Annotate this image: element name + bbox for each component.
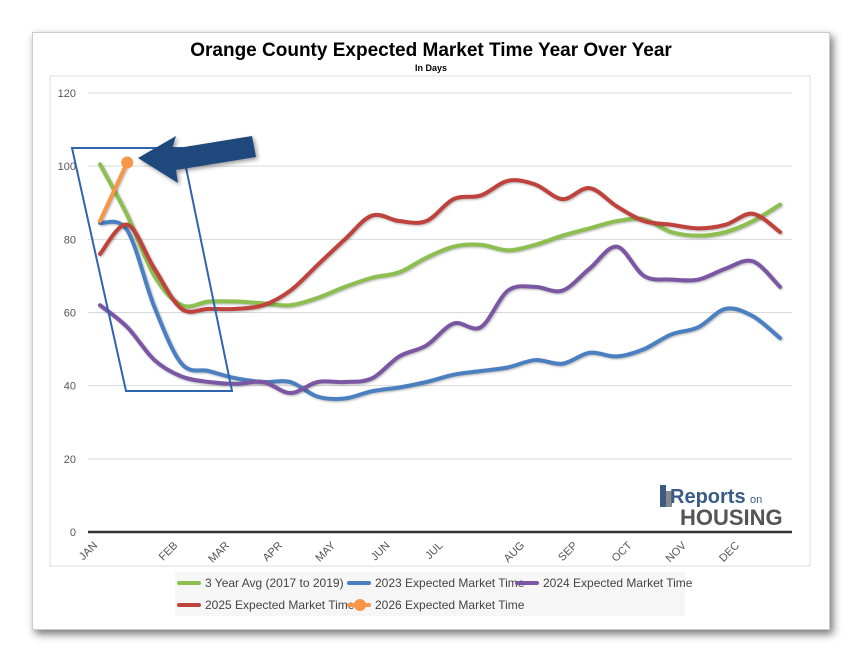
chart-title: Orange County Expected Market Time Year … (190, 40, 672, 61)
series-line-3 (98, 178, 782, 314)
y-tick-label: 60 (64, 308, 76, 320)
x-tick-label: OCT (610, 539, 635, 564)
x-tick-label: APR (261, 540, 286, 565)
x-tick-label: DEC (717, 540, 742, 565)
svg-text:HOUSING: HOUSING (680, 505, 783, 528)
legend: 3 Year Avg (2017 to 2019) 2023 Expected … (175, 572, 692, 616)
legend-swatch (177, 603, 201, 607)
y-tick-label: 40 (64, 381, 76, 393)
reports-on-housing-logo: Reports on HOUSING (660, 485, 783, 528)
legend-item-2026: 2026 Expected Market Time (347, 598, 524, 612)
legend-label: 2023 Expected Market Time (375, 576, 525, 590)
series-line-0 (98, 162, 782, 309)
legend-swatch (177, 581, 201, 585)
x-tick-label: JUL (423, 540, 445, 562)
svg-text:on: on (750, 494, 762, 506)
legend-label: 2026 Expected Market Time (375, 598, 525, 612)
chart-subtitle: In Days (414, 63, 447, 73)
legend-item-2025: 2025 Expected Market Time (177, 598, 354, 612)
arrow-icon (138, 136, 256, 183)
x-tick-label: JAN (77, 540, 100, 563)
series-line-2 (98, 244, 782, 395)
series-line-1 (98, 219, 782, 402)
y-tick-label: 100 (58, 161, 76, 173)
legend-label: 2025 Expected Market Time (205, 598, 355, 612)
legend-label: 2024 Expected Market Time (543, 576, 693, 590)
x-tick-label: MAR (206, 540, 232, 566)
y-tick-label: 20 (64, 454, 76, 466)
legend-swatch (347, 581, 371, 585)
x-tick-label: NOV (664, 539, 690, 565)
series-point (121, 156, 134, 169)
x-tick-label: AUG (502, 540, 527, 565)
legend-item-2024: 2024 Expected Market Time (515, 576, 692, 590)
x-tick-label: JUN (369, 540, 393, 564)
x-tick-label: MAY (313, 539, 338, 564)
legend-swatch (515, 581, 539, 585)
svg-text:Reports: Reports (670, 486, 746, 508)
y-tick-label: 0 (70, 527, 76, 539)
highlight-box (70, 147, 234, 392)
series-line-4 (98, 160, 130, 224)
legend-item-3yr: 3 Year Avg (2017 to 2019) (177, 576, 344, 590)
y-tick-label: 120 (58, 88, 76, 100)
x-tick-label: SEP (556, 540, 580, 564)
legend-item-2023: 2023 Expected Market Time (347, 576, 524, 590)
legend-swatch (347, 599, 371, 611)
legend-label: 3 Year Avg (2017 to 2019) (205, 576, 344, 590)
y-tick-label: 80 (64, 234, 76, 246)
plot-border (49, 75, 811, 567)
x-tick-label: FEB (157, 540, 181, 564)
